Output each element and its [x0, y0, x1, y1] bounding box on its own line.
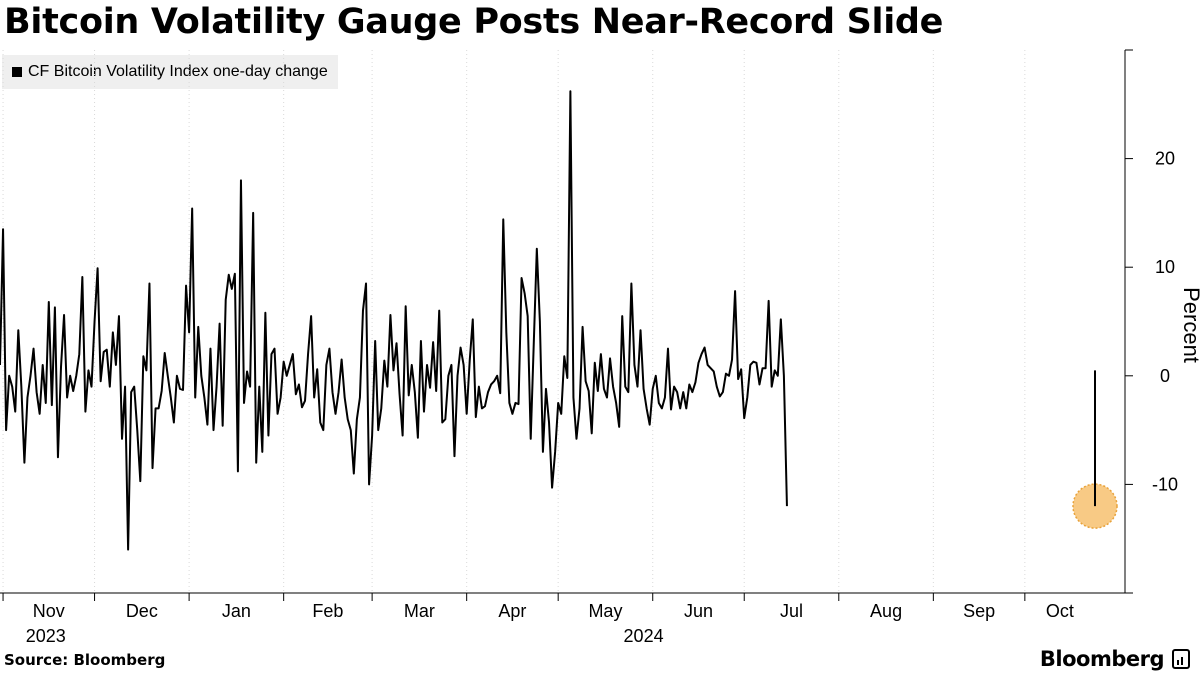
x-tick-label: Feb	[312, 601, 343, 621]
x-year-label: 2023	[26, 626, 66, 645]
y-axis: -10 0 10 20	[1124, 49, 1178, 594]
y-tick-label: -10	[1152, 474, 1178, 494]
x-tick-label: Aug	[870, 601, 902, 621]
brand-name: Bloomberg	[1039, 647, 1165, 671]
x-tick-label: Oct	[1046, 601, 1074, 621]
series	[0, 90, 788, 551]
bloomberg-logo: Bloomberg	[1040, 647, 1190, 671]
x-tick-label: Jul	[780, 601, 803, 621]
legend-swatch	[12, 67, 22, 77]
x-axis: Nov Dec Jan Feb Mar Apr May Jun Jul Aug Sep Oct 2023…	[0, 592, 1125, 645]
x-year-label: 2024	[624, 626, 664, 645]
series-line	[0, 90, 788, 551]
legend-label: CF Bitcoin Volatility Index one-day chan…	[28, 63, 328, 80]
y-tick-label: 10	[1155, 257, 1175, 277]
source-note: Source: Bloomberg	[4, 651, 166, 669]
x-tick-label: Jun	[684, 601, 713, 621]
legend: CF Bitcoin Volatility Index one-day chan…	[2, 55, 338, 89]
line-chart: -10 0 10 20 Nov Dec Jan Feb Mar Apr May Jun Jul Aug S…	[0, 49, 1200, 645]
bloomberg-chart-icon	[1172, 649, 1190, 669]
x-tick-label: May	[588, 601, 622, 621]
x-tick-label: Sep	[963, 601, 995, 621]
y-axis-label: Percent	[1179, 287, 1200, 363]
highlight	[1072, 370, 1118, 529]
y-tick-label: 0	[1160, 366, 1170, 386]
gridlines	[2, 50, 1026, 593]
chart-title: Bitcoin Volatility Gauge Posts Near-Reco…	[4, 2, 944, 42]
x-tick-label: Apr	[498, 601, 526, 621]
x-tick-label: Nov	[33, 601, 65, 621]
x-tick-label: Jan	[222, 601, 251, 621]
x-tick-label: Dec	[126, 601, 158, 621]
x-tick-label: Mar	[404, 601, 435, 621]
y-tick-label: 20	[1155, 149, 1175, 169]
